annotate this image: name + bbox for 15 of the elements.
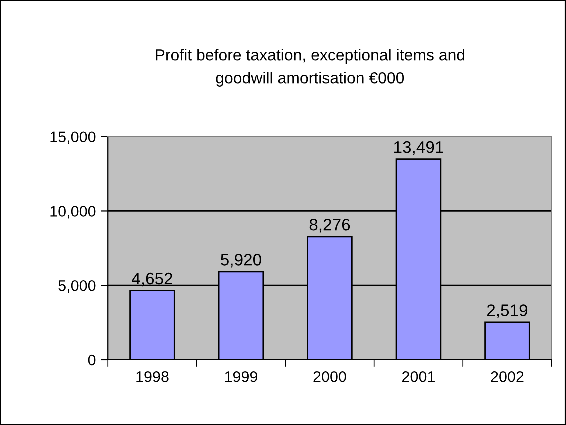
x-tick-label: 2000 [314,371,346,382]
x-tick-label: 2002 [491,371,524,382]
chart-title: Profit before taxation, exceptional items and goodwill amortisation €000 [156,49,465,87]
y-tick-label: 15,000 [50,132,96,144]
data-label: 13,491 [394,141,444,156]
x-tick-label: 2001 [402,371,435,382]
y-tick-label: 10,000 [50,206,96,219]
data-label: 2,519 [487,304,528,318]
data-label: 4,652 [132,272,172,287]
data-label: 5,920 [221,254,262,268]
data-label: 8,276 [310,218,350,233]
x-tick-label: 1999 [225,371,258,382]
y-tick-label: 0 [88,354,96,366]
y-tick-label: 5,000 [58,280,96,294]
x-tick-label: 1998 [136,371,169,382]
